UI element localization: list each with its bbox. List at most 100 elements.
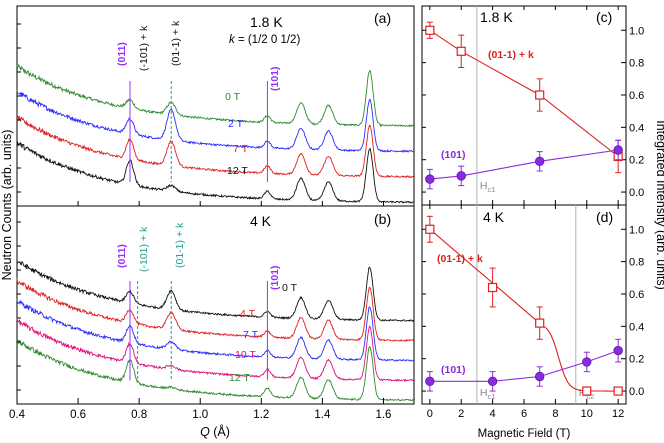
q-tick-label-5: 1.4 [314, 409, 331, 421]
data-point-d-0-0 [425, 224, 435, 234]
marker-label-a-2: (01-1) + k [170, 20, 182, 66]
data-point-d-1-3 [582, 357, 592, 367]
k-vector-label: k = (1/2 0 1/2) [229, 34, 300, 46]
marker-label-b-3: (101) [269, 265, 281, 290]
data-point-d-0-3 [582, 386, 592, 396]
data-point-c-1-0 [425, 174, 435, 184]
data-point-c-0-0 [425, 25, 435, 35]
series-label-b-4: 12 T [229, 372, 250, 384]
series-label-b-0: 0 T [282, 282, 298, 294]
data-point-c-1-1 [456, 171, 466, 181]
series-line-a-1 [16, 90, 414, 153]
temperature-label-a: 1.8 K [250, 14, 283, 30]
int-tick-label-c-1: 0.2 [629, 155, 644, 167]
int-tick-label-d-2: 0.4 [629, 321, 644, 333]
int-tick-label-d-5: 1.0 [629, 224, 644, 236]
h-tick-label-6: 12 [612, 408, 624, 420]
left-x-axis-label: Q (Å) [200, 424, 230, 439]
series-line-b-0 [16, 261, 414, 322]
data-point-d-1-2 [534, 371, 545, 382]
data-point-d-0-1 [488, 282, 498, 293]
temperature-label-c: 1.8 K [480, 9, 513, 25]
int-tick-label-c-5: 1.0 [629, 25, 644, 37]
series-line-a-2 [16, 114, 414, 179]
h-tick-label-2: 4 [490, 408, 496, 420]
marker-label-b-0: (011) [116, 244, 128, 268]
fit-line-c-0 [429, 29, 619, 157]
hc1-subscript: c1 [488, 185, 496, 194]
k-vector-value: = (1/2 0 1/2) [235, 34, 301, 46]
k-symbol: k [229, 34, 236, 46]
series-label-c-1: (101) [441, 149, 466, 161]
int-tick-label-d-4: 0.8 [629, 257, 644, 269]
panel-c: 0.0 0.2 0.4 0.6 0.8 1.0 Hc1 (01-1) + k (101) 1.8 … [422, 6, 644, 205]
series-line-b-3 [16, 317, 414, 383]
int-tick-label-c-4: 0.8 [629, 58, 644, 70]
series-label-a-0: 0 T [225, 91, 241, 103]
q-tick-label-2: 0.8 [131, 409, 147, 421]
q-tick-label-4: 1.2 [253, 409, 269, 421]
series-label-c-0: (01-1) + k [488, 49, 534, 61]
panel-b-frame [16, 205, 415, 405]
h-tick-label-4: 8 [552, 408, 558, 420]
int-tick-label-d-1: 0.2 [629, 354, 644, 366]
data-point-d-0-4 [613, 386, 623, 396]
hc1-label-c: Hc1 [480, 180, 496, 194]
series-label-b-2: 7 T [243, 329, 259, 341]
q-tick-label-6: 1.6 [375, 409, 391, 421]
marker-label-b-2: (01-1) + k [174, 222, 186, 268]
int-tick-label-c-0: 0.0 [629, 187, 644, 199]
h-tick-label-1: 2 [458, 408, 464, 420]
h-tick-label-5: 10 [581, 408, 593, 420]
series-line-a-3 [16, 141, 414, 204]
marker-label-b-1: (-101) + k [138, 226, 150, 272]
h-tick-label-0: 0 [427, 408, 433, 420]
q-tick-label-3: 1.0 [192, 409, 208, 421]
panel-b: 0 T 4 T 7 T 10 T 12 T 4 K (b) (011) (-101) + k (0… [16, 211, 414, 402]
data-point-d-1-0 [425, 376, 435, 387]
series-line-b-1 [16, 277, 414, 342]
int-tick-label-d-3: 0.6 [629, 289, 644, 301]
marker-label-a-3: (101) [269, 66, 281, 91]
int-tick-label-c-2: 0.4 [629, 122, 644, 134]
panel-d: 0.0 0.2 0.4 0.6 0.8 1.0 0 2 4 6 8 10 12 Hc1Hc2 (01-1) … [422, 205, 644, 420]
hc1-label-d: Hc1 [480, 387, 496, 401]
series-label-a-3: 12 T [227, 165, 248, 177]
data-point-c-1-3 [613, 145, 623, 155]
series-label-b-3: 10 T [235, 349, 256, 361]
series-label-a-1: 2 T [228, 118, 244, 130]
temperature-label-b: 4 K [250, 213, 272, 229]
q-tick-label-0: 0.4 [9, 409, 26, 421]
panel-c-frame [421, 5, 627, 206]
panel-label-b: (b) [374, 211, 391, 227]
series-line-a-0 [16, 63, 414, 128]
int-tick-label-c-3: 0.6 [629, 90, 644, 102]
series-label-b-1: 4 T [240, 308, 256, 320]
panel-label-a: (a) [374, 10, 391, 26]
series-label-a-2: 7 T [233, 143, 249, 155]
hc1-symbol: H [480, 387, 488, 399]
q-tick-label-1: 0.6 [70, 409, 86, 421]
fit-line-c-1 [429, 149, 619, 180]
series-line-b-4 [16, 339, 414, 402]
hc1-symbol: H [480, 180, 488, 192]
right-y-axis-label: Integrated Intensity (arb. units) [654, 120, 664, 290]
data-point-c-0-2 [535, 90, 545, 100]
marker-label-a-0: (011) [116, 42, 128, 66]
shared-axes: 0.4 0.6 0.8 1.0 1.2 1.4 1.6 [9, 23, 391, 421]
data-point-d-1-1 [487, 376, 498, 387]
series-line-b-2 [16, 299, 414, 362]
int-tick-label-d-0: 0.0 [629, 386, 644, 398]
data-point-d-1-4 [613, 345, 623, 356]
panel-label-c: (c) [596, 9, 612, 25]
hc2-subscript: c2 [586, 392, 594, 401]
right-x-axis-label: Magnetic Field (T) [478, 428, 571, 440]
panel-a: 0 T 2 T 7 T 12 T 1.8 K (a) (011) (-101) + k (01-… [16, 10, 414, 204]
series-label-d-1: (101) [441, 364, 466, 376]
data-point-c-1-2 [534, 156, 545, 167]
hc1-subscript: c1 [488, 392, 496, 401]
data-point-d-0-2 [535, 318, 545, 328]
left-y-axis-label: Neutron Counts (arb. units) [0, 130, 14, 281]
h-tick-label-3: 6 [521, 408, 527, 420]
